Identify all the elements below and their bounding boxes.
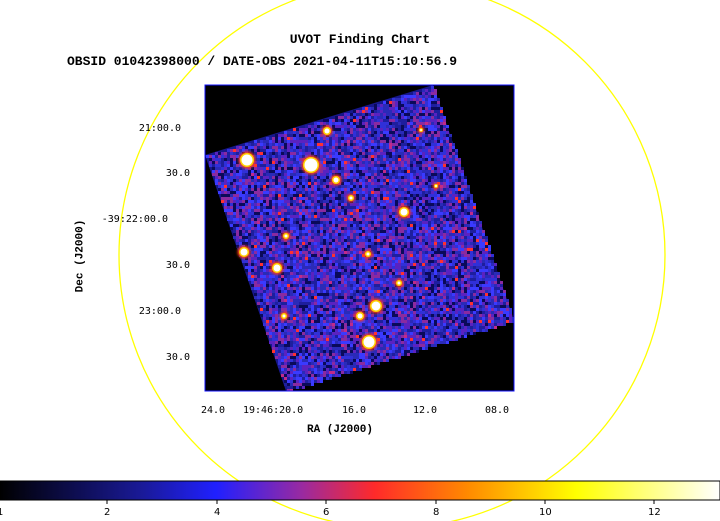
dec-axis-label: Dec (J2000) xyxy=(74,219,87,293)
colorbar-ticks xyxy=(106,500,655,504)
source-core xyxy=(349,196,353,200)
source-core xyxy=(282,314,286,318)
source-core xyxy=(304,158,318,172)
ra-tick: 12.0 xyxy=(413,405,438,416)
ra-tick: 19:46:20.0 xyxy=(243,405,304,416)
source-core xyxy=(284,234,288,238)
colorbar-tick-label: 12 xyxy=(648,507,661,518)
source-core xyxy=(371,301,381,311)
source-core xyxy=(241,154,253,166)
colorbar-tick-label: 1 xyxy=(0,507,4,518)
source-core xyxy=(324,128,330,134)
source-core xyxy=(333,177,339,183)
dec-tick: 30.0 xyxy=(165,352,190,363)
colorbar-tick-label: 6 xyxy=(323,507,330,518)
field-of-view-circle xyxy=(118,0,666,521)
ra-tick: 24.0 xyxy=(201,405,226,416)
source-core xyxy=(420,129,422,131)
source-core xyxy=(357,313,363,319)
source-core xyxy=(273,264,281,272)
source-core xyxy=(366,252,370,256)
source-layer xyxy=(237,125,440,351)
colorbar-tick-label: 2 xyxy=(104,507,111,518)
chart-subtitle: OBSID 01042398000 / DATE-OBS 2021-04-11T… xyxy=(67,54,458,69)
source-core xyxy=(240,248,248,256)
dec-tick: 30.0 xyxy=(165,168,190,179)
source-core xyxy=(400,208,408,216)
dec-tick: -39:22:00.0 xyxy=(101,214,168,225)
source-core xyxy=(435,185,437,187)
dec-tick: 21:00.0 xyxy=(138,123,181,134)
chart-title: UVOT Finding Chart xyxy=(289,32,431,47)
colorbar-tick-label: 10 xyxy=(539,507,552,518)
source-core xyxy=(363,336,375,348)
exposure-field xyxy=(205,85,514,391)
ra-tick: 16.0 xyxy=(342,405,367,416)
colorbar-tick-label: 4 xyxy=(214,507,221,518)
colorbar xyxy=(0,480,720,501)
dec-tick: 30.0 xyxy=(165,260,190,271)
colorbar-tick-label: 8 xyxy=(433,507,440,518)
noise-layer xyxy=(206,86,514,391)
ra-tick: 08.0 xyxy=(485,405,510,416)
dec-tick: 23:00.0 xyxy=(138,306,181,317)
ra-axis-label: RA (J2000) xyxy=(307,424,374,436)
source-core xyxy=(397,281,401,285)
image-frame xyxy=(204,84,515,392)
